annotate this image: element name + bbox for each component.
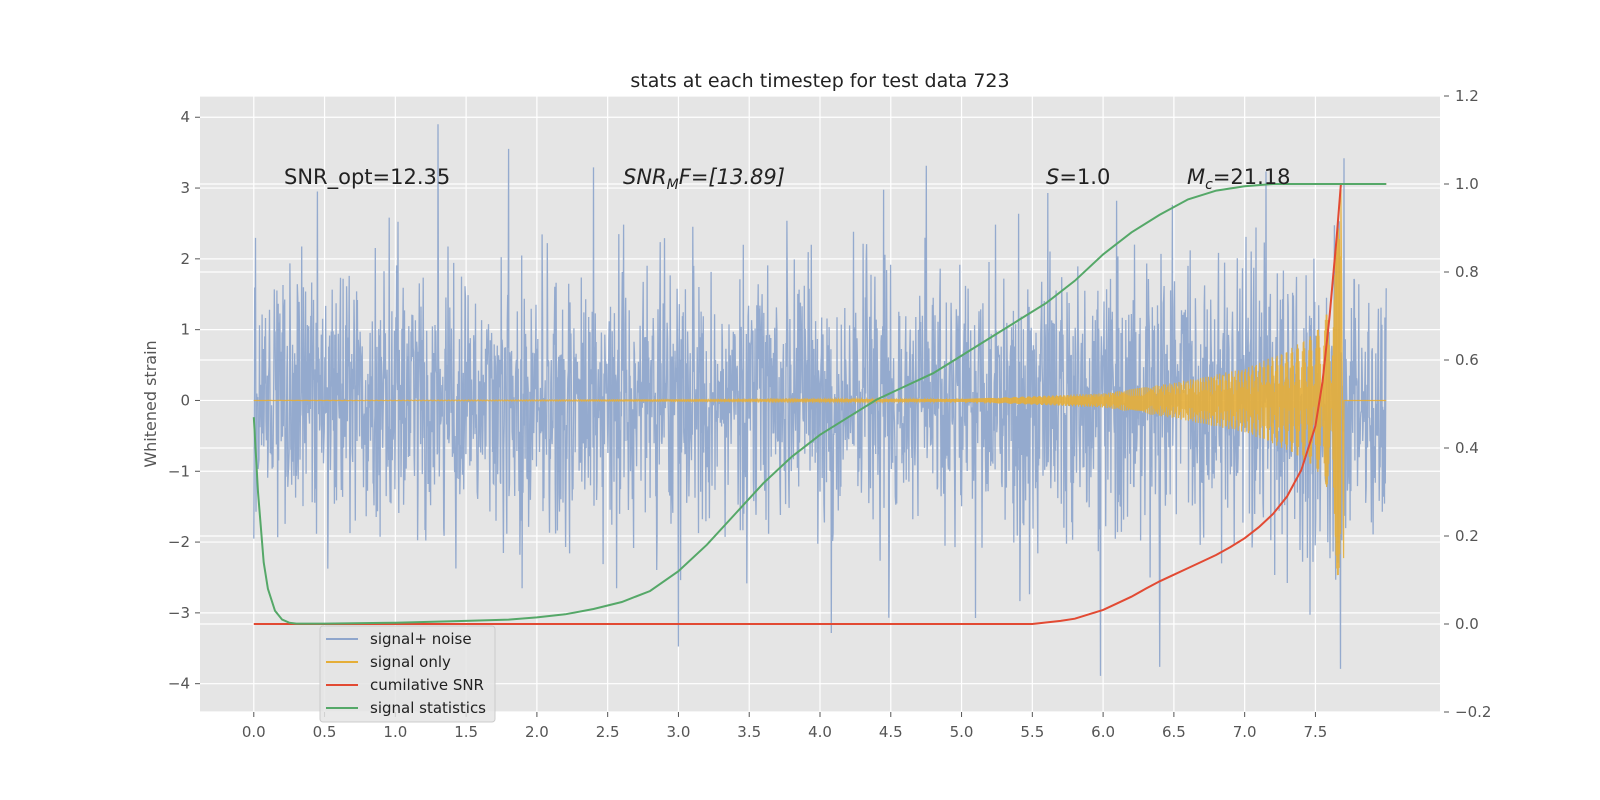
y2-tick-label: 0.8 [1455, 263, 1479, 281]
annotation-mc-base: M [1187, 165, 1205, 189]
chart-title: stats at each timestep for test data 723 [630, 70, 1009, 92]
y-tick-label: 0 [180, 391, 190, 409]
annotation-mc-sub: c [1205, 177, 1213, 193]
legend-label-cumulative-snr: cumilative SNR [370, 676, 484, 694]
legend-label-signal-noise: signal+ noise [370, 630, 472, 648]
annotation-s-base: S [1046, 165, 1059, 189]
x-tick-label: 3.5 [737, 723, 761, 741]
series-layer [252, 124, 1387, 676]
annotation-snr-mf-sub: M [667, 177, 679, 193]
x-tick-label: 1.5 [454, 723, 478, 741]
annotation-snr-mf: SNRMF=[13.89] [623, 165, 785, 193]
x-tick-label: 7.5 [1304, 723, 1328, 741]
annotation-s-rest: =1.0 [1059, 165, 1110, 189]
y-tick-label: −4 [168, 675, 190, 693]
annotations: SNR_opt=12.35 SNRMF=[13.89] S=1.0 Mc=21.… [284, 165, 1291, 193]
series-line-cumulative-snr [253, 183, 1387, 625]
y-tick-label: 3 [180, 179, 190, 197]
x-tick-label: 6.0 [1091, 723, 1115, 741]
y2-tick-label: 0.0 [1455, 615, 1479, 633]
x-tick-label: 2.5 [596, 723, 620, 741]
x-tick-label: 5.5 [1020, 723, 1044, 741]
y2-tick-label: 1.0 [1455, 175, 1479, 193]
x-tick-label: 1.0 [383, 723, 407, 741]
x-tick-label: 3.0 [667, 723, 691, 741]
x-tick-label: 6.5 [1162, 723, 1186, 741]
y2-tick-label: 0.2 [1455, 527, 1479, 545]
y2-tick-label: 0.4 [1455, 439, 1479, 457]
series-line-signal-statistics [252, 183, 1387, 625]
x-tick-label: 7.0 [1233, 723, 1257, 741]
annotation-s: S=1.0 [1046, 165, 1110, 189]
legend-label-signal-statistics: signal statistics [370, 699, 486, 717]
y-tick-label: −3 [168, 604, 190, 622]
x-tick-label: 0.5 [313, 723, 337, 741]
y-axis-label: Whitened strain [141, 340, 160, 467]
annotation-snr-mf-base: SNR [623, 165, 667, 189]
series-line-signal-noise [253, 124, 1387, 676]
legend: signal+ noise signal only cumilative SNR… [319, 625, 496, 723]
annotation-snr-mf-rest: F=[13.89] [679, 165, 785, 189]
x-tick-label: 4.0 [808, 723, 832, 741]
y-tick-label: 1 [180, 321, 190, 339]
x-tick-label: 0.0 [242, 723, 266, 741]
y-tick-label: −1 [168, 462, 190, 480]
annotation-snr-opt: SNR_opt=12.35 [284, 165, 450, 190]
y-tick-label: 4 [180, 108, 190, 126]
y2-tick-label: 1.2 [1455, 87, 1479, 105]
tick-layer: 0.0 0.5 1.0 1.5 2.0 2.5 3.0 3.5 4.0 4.5 5.0 5.5 6.0 6… [168, 87, 1492, 741]
x-tick-label: 4.5 [879, 723, 903, 741]
y-tick-label: −2 [168, 533, 190, 551]
y2-tick-label: −0.2 [1455, 703, 1491, 721]
y2-tick-label: 0.6 [1455, 351, 1479, 369]
x-tick-label: 5.0 [950, 723, 974, 741]
x-tick-label: 2.0 [525, 723, 549, 741]
annotation-mc: Mc=21.18 [1187, 165, 1291, 193]
annotation-mc-rest: =21.18 [1213, 165, 1291, 189]
legend-box [319, 625, 496, 723]
legend-label-signal-only: signal only [370, 653, 451, 671]
series-line-signal-only [253, 187, 1387, 576]
y-tick-label: 2 [180, 250, 190, 268]
